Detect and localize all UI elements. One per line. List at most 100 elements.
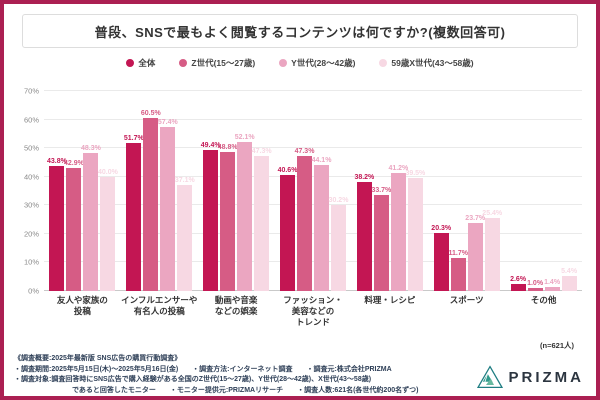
bar bbox=[100, 176, 116, 291]
legend-item: 全体 bbox=[126, 57, 155, 69]
bar-chart: 0% 10% 20% 30% 40% 50% 60% 70% 43.8% 42.9% 48.3% 4… bbox=[24, 87, 582, 296]
legend-item: Z世代(15〜27歳) bbox=[179, 57, 255, 69]
bar-group-cell: 43.8% 42.9% 48.3% 40.0% bbox=[44, 91, 121, 291]
legend-item: Y世代(28〜42歳) bbox=[279, 57, 355, 69]
bar-wrap: 48.3% bbox=[81, 91, 101, 291]
bar-wrap: 49.4% bbox=[201, 91, 221, 291]
bar-value-label: 44.1% bbox=[311, 157, 332, 164]
bar-value-label: 5.4% bbox=[561, 267, 578, 275]
bar bbox=[314, 165, 329, 291]
bar-wrap: 44.1% bbox=[311, 91, 332, 291]
legend-item: 59歳X世代(43〜58歳) bbox=[379, 57, 474, 69]
bar-value-label: 47.3% bbox=[294, 147, 315, 155]
bar-group-cell: 2.6% 1.0% 1.4% 5.4% bbox=[505, 91, 582, 291]
bar-wrap: 40.0% bbox=[98, 91, 118, 291]
footer-line: であると回答したモニター ・モニター提供元:PRIZMAリサーチ ・調査人数:6… bbox=[72, 386, 419, 394]
bar-wrap: 5.4% bbox=[561, 91, 578, 291]
legend-label: Z世代(15〜27歳) bbox=[191, 58, 256, 68]
bar-group-cell: 38.2% 33.7% 41.2% 39.5% bbox=[351, 91, 428, 291]
bar bbox=[220, 151, 236, 291]
bar-wrap: 51.7% bbox=[123, 91, 144, 291]
prizma-triangle-icon bbox=[476, 365, 503, 389]
bar-wrap: 25.4% bbox=[482, 91, 503, 291]
legend-swatch-icon bbox=[279, 59, 288, 67]
legend-label: 59歳X世代(43〜58歳) bbox=[391, 58, 474, 68]
bar bbox=[450, 257, 466, 291]
bar bbox=[254, 155, 270, 291]
category-axis-labels: 友人や家族の 投稿 インフルエンサーや 有名人の投稿 動画や音楽 などの娯楽 ファッシ… bbox=[44, 295, 582, 328]
bar-wrap: 52.1% bbox=[235, 91, 255, 291]
prizma-logo-text: PRIZMA bbox=[508, 368, 584, 386]
bar-value-label: 39.5% bbox=[405, 170, 426, 178]
gridline bbox=[44, 204, 582, 206]
bar-value-label: 20.3% bbox=[431, 225, 452, 232]
bar-groups: 43.8% 42.9% 48.3% 40.0% 51.7% 60.5% 57.4% 37.1%… bbox=[44, 91, 582, 291]
y-axis-tick: 20% bbox=[23, 229, 39, 239]
category-label: インフルエンサーや 有名人の投稿 bbox=[121, 295, 198, 316]
category-label: 友人や家族の 投稿 bbox=[56, 295, 108, 316]
bar-group: 51.7% 60.5% 57.4% 37.1% bbox=[123, 91, 195, 291]
bar-wrap: 30.2% bbox=[328, 91, 349, 291]
gridline bbox=[44, 261, 582, 263]
bar-group: 2.6% 1.0% 1.4% 5.4% bbox=[510, 91, 578, 291]
bar-wrap: 38.2% bbox=[354, 91, 375, 291]
footer-line: 《調査概要:2025年最新版 SNS広告の購買行動調査》 bbox=[14, 355, 182, 362]
bar-value-label: 51.7% bbox=[123, 135, 144, 143]
y-axis-tick: 30% bbox=[23, 200, 39, 210]
page-title: 普段、SNSで最もよく閲覧するコンテンツは何ですか?(複数回答可) bbox=[94, 24, 506, 40]
bar bbox=[126, 143, 142, 291]
gridline bbox=[44, 147, 582, 149]
footer-line: ・調査期間:2025年5月15日(木)〜2025年5月16日(金) ・調査方法:… bbox=[14, 365, 392, 373]
bar-value-label: 37.1% bbox=[174, 177, 195, 184]
gridline bbox=[44, 175, 582, 177]
bar-value-label: 33.7% bbox=[371, 186, 392, 194]
bar bbox=[66, 168, 82, 291]
bar-value-label: 48.8% bbox=[217, 143, 238, 151]
bar-wrap: 1.4% bbox=[544, 91, 561, 291]
bar-value-label: 25.4% bbox=[482, 210, 503, 218]
bar-wrap: 37.1% bbox=[174, 91, 195, 291]
category-label: その他 bbox=[530, 295, 557, 305]
bar-value-label: 30.2% bbox=[328, 196, 349, 204]
gridline bbox=[44, 290, 582, 291]
bar-value-label: 60.5% bbox=[140, 110, 161, 118]
bar-wrap: 20.3% bbox=[431, 91, 452, 291]
bar-value-label: 43.8% bbox=[47, 157, 67, 165]
category-label: スポーツ bbox=[449, 295, 484, 305]
bar-wrap: 2.6% bbox=[510, 91, 527, 291]
gridline bbox=[44, 232, 582, 234]
bar-value-label: 2.6% bbox=[510, 275, 527, 283]
bar bbox=[544, 287, 560, 291]
bar bbox=[177, 185, 193, 291]
y-axis-tick: 40% bbox=[23, 172, 39, 182]
y-axis-tick: 60% bbox=[23, 115, 39, 125]
bar bbox=[561, 275, 577, 291]
bar-value-label: 38.2% bbox=[354, 173, 375, 181]
footer-line: ・調査対象:調査回答時にSNS広告で購入経験がある全国のZ世代(15〜27歳)、… bbox=[14, 376, 372, 383]
sample-size-note: (n=621人) bbox=[540, 341, 574, 350]
bar-group-cell: 49.4% 48.8% 52.1% 47.3% bbox=[198, 91, 275, 291]
bar-wrap: 42.9% bbox=[64, 91, 84, 291]
y-axis-tick: 70% bbox=[23, 86, 39, 96]
bar-value-label: 1.4% bbox=[544, 279, 561, 286]
bar-group-cell: 40.6% 47.3% 44.1% 30.2% bbox=[275, 91, 352, 291]
bar bbox=[331, 204, 346, 291]
bar-wrap: 11.7% bbox=[448, 91, 468, 291]
y-axis-tick: 50% bbox=[23, 143, 39, 153]
bar-wrap: 47.3% bbox=[252, 91, 272, 291]
bar bbox=[484, 218, 500, 291]
bar bbox=[160, 127, 176, 291]
bar bbox=[390, 173, 406, 291]
bar-wrap: 48.8% bbox=[217, 91, 238, 291]
bar-wrap: 23.7% bbox=[465, 91, 485, 291]
bar-wrap: 40.6% bbox=[278, 91, 297, 291]
bar-wrap: 57.4% bbox=[158, 91, 178, 291]
category-label: 動画や音楽 などの娯楽 bbox=[214, 295, 258, 316]
bar-group: 20.3% 11.7% 23.7% 25.4% bbox=[431, 91, 503, 291]
bar-group: 40.6% 47.3% 44.1% 30.2% bbox=[278, 91, 349, 291]
bar bbox=[527, 288, 543, 291]
bar bbox=[433, 233, 449, 291]
bar-group-cell: 51.7% 60.5% 57.4% 37.1% bbox=[121, 91, 198, 291]
bar bbox=[373, 194, 389, 291]
